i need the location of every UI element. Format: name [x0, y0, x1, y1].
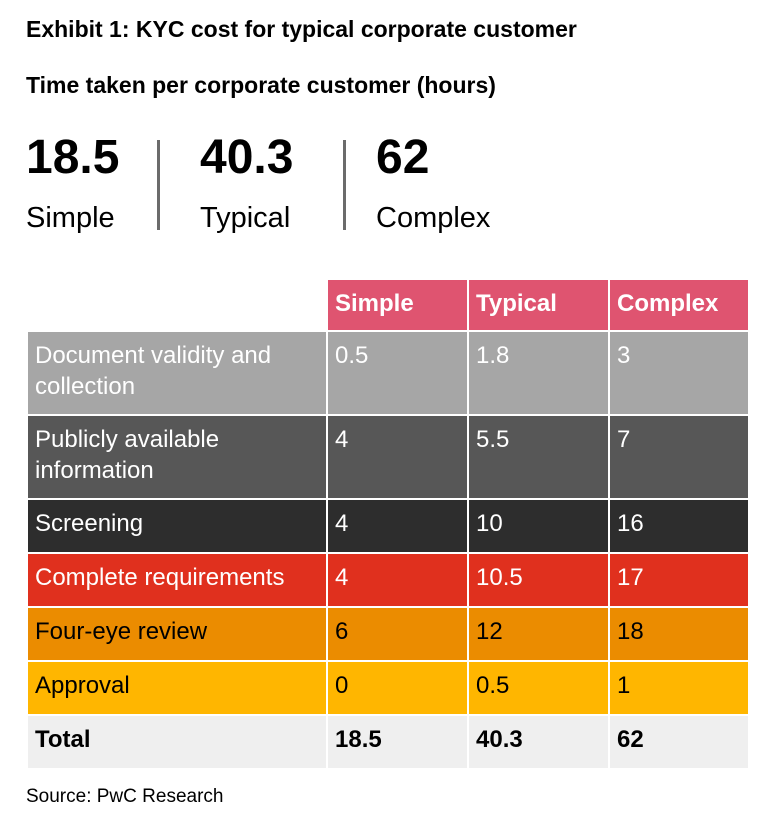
- summary-typical: 40.3 Typical: [200, 128, 293, 238]
- row-label: Screening: [26, 498, 328, 554]
- row-value-simple: 0.5: [326, 330, 469, 416]
- row-label: Document validity and collection: [26, 330, 328, 416]
- header-complex: Complex: [608, 278, 750, 332]
- row-value-complex: 3: [608, 330, 750, 416]
- table-row: Approval 0 0.5 1: [26, 660, 750, 716]
- row-value-simple: 4: [326, 414, 469, 500]
- row-value-typical: 0.5: [467, 660, 610, 716]
- summary-simple-label: Simple: [26, 202, 115, 234]
- row-value-complex: 1: [608, 660, 750, 716]
- row-value-typical: 12: [467, 606, 610, 662]
- summary-separator: [157, 140, 160, 230]
- table-total-row: Total 18.5 40.3 62: [26, 714, 750, 770]
- summary-typical-label: Typical: [200, 202, 291, 234]
- summary-simple-value: 18.5: [26, 131, 120, 184]
- source-note: Source: PwC Research: [26, 786, 224, 807]
- table-header-row: Simple Typical Complex: [26, 278, 750, 332]
- row-value-typical: 1.8: [467, 330, 610, 416]
- table-row: Document validity and collection 0.5 1.8…: [26, 330, 750, 416]
- row-value-complex: 18: [608, 606, 750, 662]
- table-row: Publicly available information 4 5.5 7: [26, 414, 750, 500]
- total-value-complex: 62: [608, 714, 750, 770]
- total-value-typical: 40.3: [467, 714, 610, 770]
- summary-complex-value: 62: [376, 131, 430, 184]
- row-value-typical: 10: [467, 498, 610, 554]
- row-label: Approval: [26, 660, 328, 716]
- summary-complex-label: Complex: [376, 202, 491, 234]
- row-label: Complete requirements: [26, 552, 328, 608]
- exhibit-subtitle: Time taken per corporate customer (hours…: [26, 72, 496, 98]
- exhibit-title: Exhibit 1: KYC cost for typical corporat…: [26, 16, 577, 42]
- header-typical: Typical: [467, 278, 610, 332]
- summary-complex: 62 Complex: [376, 128, 490, 238]
- row-label: Four-eye review: [26, 606, 328, 662]
- row-value-simple: 4: [326, 552, 469, 608]
- header-blank-cell: [26, 278, 328, 332]
- row-value-complex: 7: [608, 414, 750, 500]
- row-value-simple: 4: [326, 498, 469, 554]
- kyc-cost-table: Simple Typical Complex Document validity…: [26, 278, 750, 770]
- summary-simple: 18.5 Simple: [26, 128, 119, 238]
- row-value-complex: 17: [608, 552, 750, 608]
- row-value-complex: 16: [608, 498, 750, 554]
- summary-separator: [343, 140, 346, 230]
- table-row: Complete requirements 4 10.5 17: [26, 552, 750, 608]
- row-value-typical: 5.5: [467, 414, 610, 500]
- total-value-simple: 18.5: [326, 714, 469, 770]
- table-row: Screening 4 10 16: [26, 498, 750, 554]
- row-value-simple: 0: [326, 660, 469, 716]
- row-value-simple: 6: [326, 606, 469, 662]
- total-label: Total: [26, 714, 328, 770]
- summary-typical-value: 40.3: [200, 131, 294, 184]
- row-value-typical: 10.5: [467, 552, 610, 608]
- table-row: Four-eye review 6 12 18: [26, 606, 750, 662]
- header-simple: Simple: [326, 278, 469, 332]
- row-label: Publicly available information: [26, 414, 328, 500]
